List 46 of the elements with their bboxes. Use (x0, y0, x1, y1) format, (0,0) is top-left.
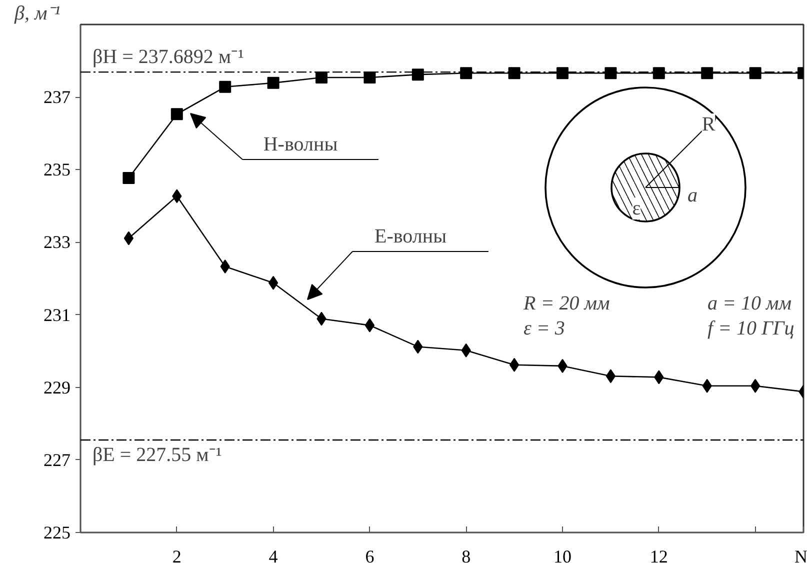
point (267, 76, 280, 89)
annotation: R = 20 мм (522, 292, 610, 314)
x-tick-label: 4 (268, 546, 278, 563)
point (750, 378, 760, 393)
x-tick-label: 12 (650, 546, 668, 563)
x-tick-label: 10 (554, 546, 572, 563)
point (508, 67, 520, 80)
annotation: ε = 3 (524, 318, 565, 340)
point (412, 68, 424, 81)
y-tick-label: 233 (44, 232, 70, 252)
ref-line-label: βE = 227.55 м⁻¹ (92, 444, 222, 466)
annotation: a = 10 мм (708, 292, 792, 314)
point (652, 67, 665, 80)
point (556, 67, 568, 80)
point (701, 67, 714, 80)
y-tick-label: 227 (44, 450, 70, 470)
y-tick-label: 235 (44, 160, 70, 180)
point (268, 276, 278, 290)
point (219, 80, 232, 93)
y-tick-label: 237 (44, 87, 70, 108)
point (509, 358, 520, 372)
point (170, 108, 183, 120)
x-tick-label: 6 (365, 546, 374, 563)
annotation: f = 10 ГГц (708, 318, 794, 340)
annotation: R (702, 114, 716, 136)
x-tick-label: 8 (462, 546, 471, 563)
x-tick-label: 2 (172, 546, 182, 563)
annotation: ε (632, 198, 641, 220)
y-tick-label: 229 (44, 377, 70, 398)
annotation: a (688, 184, 698, 206)
point (604, 67, 617, 80)
point (364, 318, 375, 332)
point (124, 231, 134, 246)
annotation: Е-волны (374, 226, 447, 248)
point (749, 67, 762, 80)
point (316, 71, 328, 84)
point (364, 71, 376, 84)
y-tick-label: 225 (44, 522, 70, 542)
point (460, 67, 472, 80)
ref-line-label: βH = 237.6892 м⁻¹ (92, 46, 244, 68)
point (606, 369, 616, 384)
annotation: Н-волны (263, 134, 338, 156)
point (122, 172, 135, 184)
y-tick-label: 231 (44, 304, 70, 325)
x-tick-label: N (794, 546, 807, 563)
y-axis-title: β, м⁻¹ (14, 2, 60, 24)
